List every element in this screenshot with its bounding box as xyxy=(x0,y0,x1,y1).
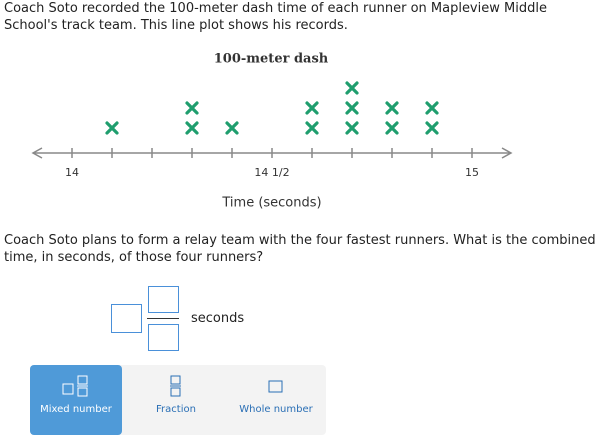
denominator-input[interactable] xyxy=(148,324,179,351)
intro-text: Coach Soto recorded the 100-meter dash t… xyxy=(4,1,547,33)
x-tick-label: 14 xyxy=(65,166,79,179)
answer-type-panel: Mixed number Fraction Whole number xyxy=(30,365,326,435)
fraction-bar xyxy=(147,318,179,319)
button-label: Fraction xyxy=(156,404,196,415)
x-axis-label: Time (seconds) xyxy=(221,196,321,211)
x-mark xyxy=(385,121,399,135)
button-label: Mixed number xyxy=(40,404,112,415)
mixed-icon xyxy=(62,375,88,397)
line-plot: 100-meter dash Time (seconds) 14 14 1/2 15 xyxy=(31,52,513,211)
x-mark xyxy=(105,121,119,135)
prompt-text: Coach Soto plans to form a relay team wi… xyxy=(4,233,596,265)
x-mark xyxy=(345,121,359,135)
numerator-input[interactable] xyxy=(148,286,179,313)
x-mark xyxy=(385,101,399,115)
x-tick-label: 15 xyxy=(465,166,479,179)
x-mark xyxy=(185,121,199,135)
x-mark xyxy=(425,121,439,135)
x-mark xyxy=(225,121,239,135)
x-mark xyxy=(305,101,319,115)
mixed-number-button[interactable]: Mixed number xyxy=(30,365,122,435)
whole-number-button[interactable]: Whole number xyxy=(230,365,322,435)
unit-label: seconds xyxy=(191,311,245,326)
chart-title: 100-meter dash xyxy=(214,52,329,67)
x-mark xyxy=(345,81,359,95)
x-tick-label: 14 1/2 xyxy=(254,166,289,179)
x-mark xyxy=(425,101,439,115)
fraction-icon xyxy=(170,375,181,397)
x-mark xyxy=(345,101,359,115)
button-label: Whole number xyxy=(239,404,313,415)
whole-input[interactable] xyxy=(111,304,142,333)
whole-icon xyxy=(268,380,283,393)
axis-arrows xyxy=(31,147,513,159)
x-mark xyxy=(305,121,319,135)
fraction-button[interactable]: Fraction xyxy=(130,365,222,435)
x-mark xyxy=(185,101,199,115)
